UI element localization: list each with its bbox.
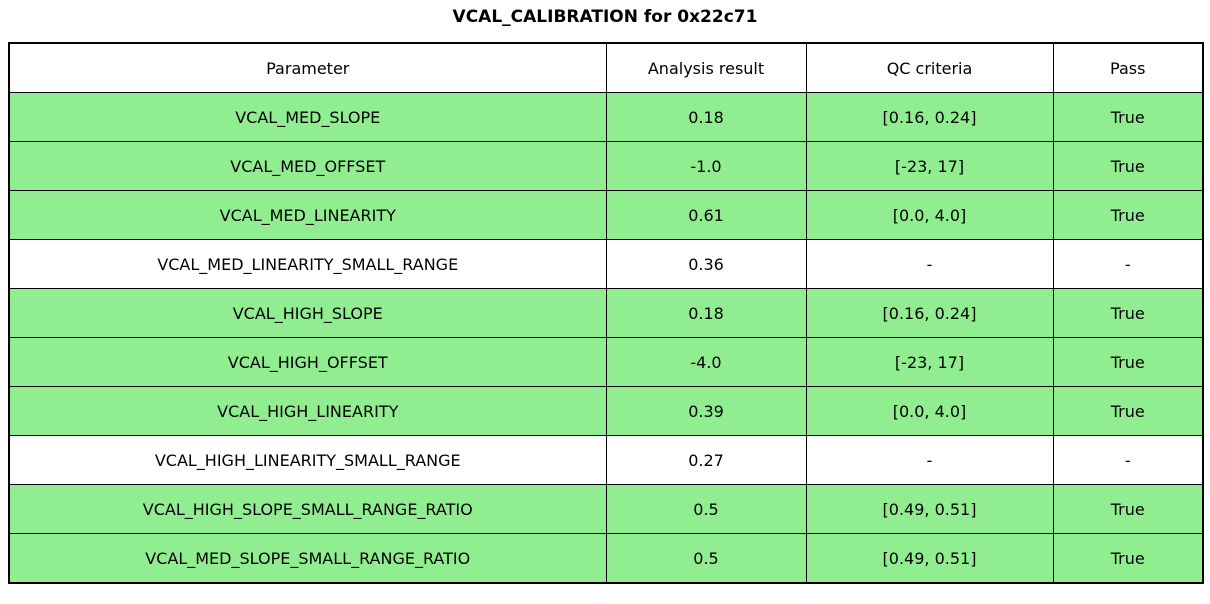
qc-criteria-cell: [0.0, 4.0]: [805, 386, 1054, 436]
qc-criteria-cell: [0.49, 0.51]: [805, 533, 1054, 584]
table-row: VCAL_MED_SLOPE 0.18 [0.16, 0.24] True: [8, 92, 1204, 142]
pass-cell: True: [1052, 337, 1204, 387]
table-row: VCAL_HIGH_SLOPE 0.18 [0.16, 0.24] True: [8, 288, 1204, 338]
col-header-pass: Pass: [1052, 42, 1204, 93]
qc-table: Parameter Analysis result QC criteria Pa…: [8, 42, 1204, 584]
analysis-result-cell: 0.36: [605, 239, 807, 289]
parameter-cell: VCAL_HIGH_SLOPE_SMALL_RANGE_RATIO: [8, 484, 607, 534]
parameter-cell: VCAL_HIGH_OFFSET: [8, 337, 607, 387]
pass-cell: -: [1052, 239, 1204, 289]
col-header-analysis-result: Analysis result: [605, 42, 807, 93]
pass-cell: True: [1052, 92, 1204, 142]
analysis-result-cell: -1.0: [605, 141, 807, 191]
table-row: VCAL_MED_OFFSET -1.0 [-23, 17] True: [8, 141, 1204, 191]
table-row: VCAL_MED_SLOPE_SMALL_RANGE_RATIO 0.5 [0.49…: [8, 533, 1204, 584]
qc-criteria-cell: -: [805, 435, 1054, 485]
parameter-cell: VCAL_MED_SLOPE_SMALL_RANGE_RATIO: [8, 533, 607, 584]
analysis-result-cell: 0.27: [605, 435, 807, 485]
parameter-cell: VCAL_MED_LINEARITY_SMALL_RANGE: [8, 239, 607, 289]
analysis-result-cell: 0.61: [605, 190, 807, 240]
parameter-cell: VCAL_HIGH_LINEARITY: [8, 386, 607, 436]
table-row: VCAL_MED_LINEARITY_SMALL_RANGE 0.36- -: [8, 239, 1204, 289]
qc-criteria-cell: [-23, 17]: [805, 141, 1054, 191]
pass-cell: -: [1052, 435, 1204, 485]
col-header-qc-criteria: QC criteria: [805, 42, 1054, 93]
pass-cell: True: [1052, 288, 1204, 338]
parameter-cell: VCAL_MED_SLOPE: [8, 92, 607, 142]
col-header-parameter: Parameter: [8, 42, 607, 93]
analysis-result-cell: 0.5: [605, 533, 807, 584]
qc-criteria-cell: [0.49, 0.51]: [805, 484, 1054, 534]
analysis-result-cell: 0.18: [605, 92, 807, 142]
parameter-cell: VCAL_MED_OFFSET: [8, 141, 607, 191]
qc-criteria-cell: [0.0, 4.0]: [805, 190, 1054, 240]
pass-cell: True: [1052, 141, 1204, 191]
analysis-result-cell: -4.0: [605, 337, 807, 387]
figure-title: VCAL_CALIBRATION for 0x22c71: [452, 7, 758, 27]
qc-criteria-cell: [0.16, 0.24]: [805, 92, 1054, 142]
analysis-result-cell: 0.18: [605, 288, 807, 338]
pass-cell: True: [1052, 190, 1204, 240]
parameter-cell: VCAL_MED_LINEARITY: [8, 190, 607, 240]
table-row: VCAL_HIGH_LINEARITY 0.39 [0.0, 4.0] True: [8, 386, 1204, 436]
header-row: Parameter Analysis result QC criteria Pa…: [8, 42, 1204, 93]
analysis-result-cell: 0.5: [605, 484, 807, 534]
table-body: VCAL_MED_SLOPE 0.18 [0.16, 0.24] True VCAL_M…: [8, 92, 1204, 584]
qc-criteria-cell: [0.16, 0.24]: [805, 288, 1054, 338]
qc-criteria-cell: -: [805, 239, 1054, 289]
table-row: VCAL_HIGH_SLOPE_SMALL_RANGE_RATIO 0.5 [0.4…: [8, 484, 1204, 534]
pass-cell: True: [1052, 484, 1204, 534]
analysis-result-cell: 0.39: [605, 386, 807, 436]
parameter-cell: VCAL_HIGH_LINEARITY_SMALL_RANGE: [8, 435, 607, 485]
pass-cell: True: [1052, 386, 1204, 436]
table-row: VCAL_HIGH_OFFSET -4.0 [-23, 17] True: [8, 337, 1204, 387]
qc-criteria-cell: [-23, 17]: [805, 337, 1054, 387]
parameter-cell: VCAL_HIGH_SLOPE: [8, 288, 607, 338]
pass-cell: True: [1052, 533, 1204, 584]
table-row: VCAL_HIGH_LINEARITY_SMALL_RANGE 0.27- -: [8, 435, 1204, 485]
table-row: VCAL_MED_LINEARITY 0.61 [0.0, 4.0] True: [8, 190, 1204, 240]
